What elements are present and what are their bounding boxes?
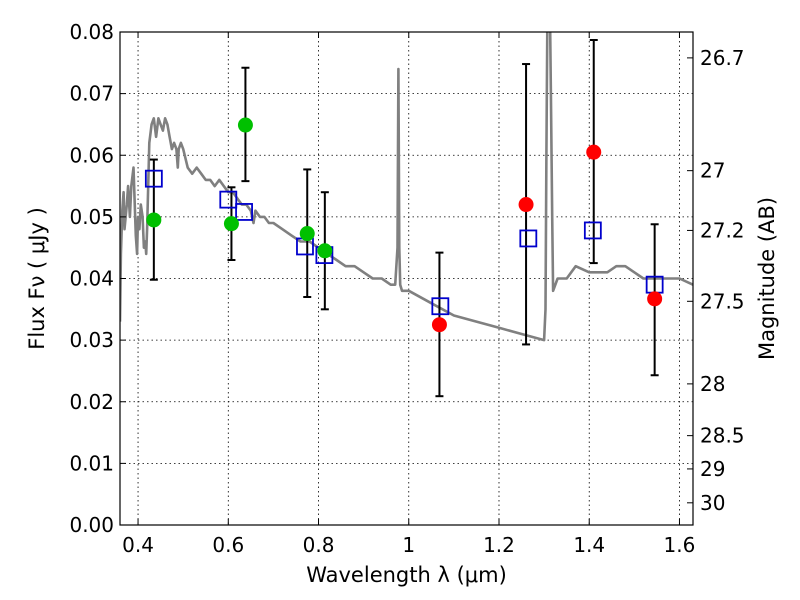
grid <box>120 31 693 526</box>
x-tick-label: 1.6 <box>664 533 696 557</box>
right-tick-label: 27.5 <box>700 289 745 313</box>
observed-green-point <box>146 212 162 228</box>
model-square-point <box>583 221 602 240</box>
right-tick-label: 27 <box>700 159 725 183</box>
y-tick-label: 0.03 <box>69 328 114 352</box>
observed-green-point <box>223 216 239 232</box>
y-tick-label: 0.08 <box>69 20 114 44</box>
y-tick-label: 0.04 <box>69 267 114 291</box>
model-square-point <box>219 190 238 209</box>
model-square-point <box>519 229 538 248</box>
y-tick-label: 0.02 <box>69 390 114 414</box>
right-tick-label: 26.7 <box>700 46 745 70</box>
right-tick-label: 28.5 <box>700 424 745 448</box>
x-tick-label: 1.2 <box>483 533 515 557</box>
ticks: 0.4 0.6 0.8 1 1.2 1.4 1.6 0.00 0.01 0.02 0.03 0.04 0… <box>69 20 744 557</box>
model-square-point <box>431 297 450 316</box>
observed-green-point <box>317 243 333 259</box>
x-tick-label: 1.4 <box>573 533 605 557</box>
model-square-point <box>235 203 253 221</box>
y-axis-label: Flux Fν ( μJy ) <box>25 207 49 350</box>
y-tick-label: 0.07 <box>69 82 114 106</box>
model-square-point <box>144 169 163 188</box>
x-axis-label: Wavelength λ (μm) <box>306 563 507 587</box>
right-tick-label: 27.2 <box>700 218 745 242</box>
spectrum-series <box>120 32 693 342</box>
y-tick-label: 0.01 <box>69 451 114 475</box>
x-tick-label: 1 <box>402 533 415 557</box>
right-tick-label: 29 <box>700 457 725 481</box>
y-tick-label: 0.06 <box>69 143 114 167</box>
right-tick-label: 28 <box>700 372 725 396</box>
observed-red-point <box>518 197 534 213</box>
spectrum-line <box>120 32 693 342</box>
observed-green-point <box>237 117 253 133</box>
observed-red-point <box>586 144 602 160</box>
x-tick-label: 0.8 <box>303 533 335 557</box>
x-tick-label: 0.4 <box>122 533 154 557</box>
right-axis-label: Magnitude (AB) <box>755 197 779 360</box>
markers <box>144 117 664 333</box>
y-tick-label: 0.05 <box>69 205 114 229</box>
x-tick-label: 0.6 <box>212 533 244 557</box>
observed-red-point <box>647 291 663 307</box>
observed-red-point <box>431 317 447 333</box>
observed-green-point <box>299 226 315 242</box>
right-tick-label: 30 <box>700 491 725 515</box>
y-tick-label: 0.00 <box>69 513 114 537</box>
